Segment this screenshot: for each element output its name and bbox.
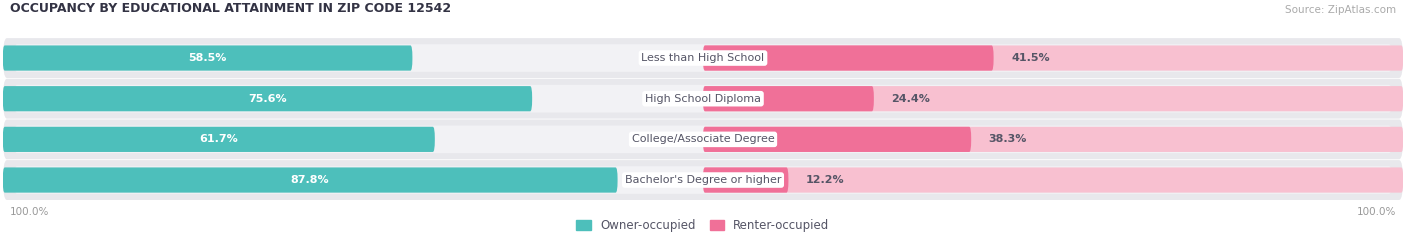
Text: 75.6%: 75.6%	[247, 94, 287, 104]
Text: 24.4%: 24.4%	[891, 94, 931, 104]
Text: Source: ZipAtlas.com: Source: ZipAtlas.com	[1285, 5, 1396, 15]
Text: College/Associate Degree: College/Associate Degree	[631, 134, 775, 144]
Text: High School Diploma: High School Diploma	[645, 94, 761, 104]
Legend: Owner-occupied, Renter-occupied: Owner-occupied, Renter-occupied	[576, 219, 830, 232]
Text: 87.8%: 87.8%	[291, 175, 329, 185]
Text: 12.2%: 12.2%	[806, 175, 845, 185]
FancyBboxPatch shape	[13, 44, 1393, 72]
FancyBboxPatch shape	[13, 166, 1393, 194]
FancyBboxPatch shape	[703, 127, 1403, 152]
FancyBboxPatch shape	[703, 45, 994, 71]
Text: OCCUPANCY BY EDUCATIONAL ATTAINMENT IN ZIP CODE 12542: OCCUPANCY BY EDUCATIONAL ATTAINMENT IN Z…	[10, 2, 451, 15]
Text: Less than High School: Less than High School	[641, 53, 765, 63]
FancyBboxPatch shape	[703, 86, 1403, 111]
FancyBboxPatch shape	[703, 168, 1403, 193]
FancyBboxPatch shape	[3, 45, 412, 71]
FancyBboxPatch shape	[13, 85, 1393, 113]
Text: 38.3%: 38.3%	[988, 134, 1026, 144]
FancyBboxPatch shape	[3, 79, 1403, 119]
FancyBboxPatch shape	[703, 127, 972, 152]
Text: 100.0%: 100.0%	[10, 207, 49, 217]
FancyBboxPatch shape	[3, 38, 1403, 78]
Text: 58.5%: 58.5%	[188, 53, 226, 63]
FancyBboxPatch shape	[3, 168, 617, 193]
FancyBboxPatch shape	[3, 120, 1403, 159]
FancyBboxPatch shape	[13, 126, 1393, 153]
FancyBboxPatch shape	[3, 86, 531, 111]
FancyBboxPatch shape	[703, 168, 789, 193]
Text: 100.0%: 100.0%	[1357, 207, 1396, 217]
FancyBboxPatch shape	[703, 86, 875, 111]
Text: 41.5%: 41.5%	[1011, 53, 1050, 63]
FancyBboxPatch shape	[3, 127, 434, 152]
Text: Bachelor's Degree or higher: Bachelor's Degree or higher	[624, 175, 782, 185]
FancyBboxPatch shape	[3, 160, 1403, 200]
FancyBboxPatch shape	[703, 45, 1403, 71]
Text: 61.7%: 61.7%	[200, 134, 238, 144]
